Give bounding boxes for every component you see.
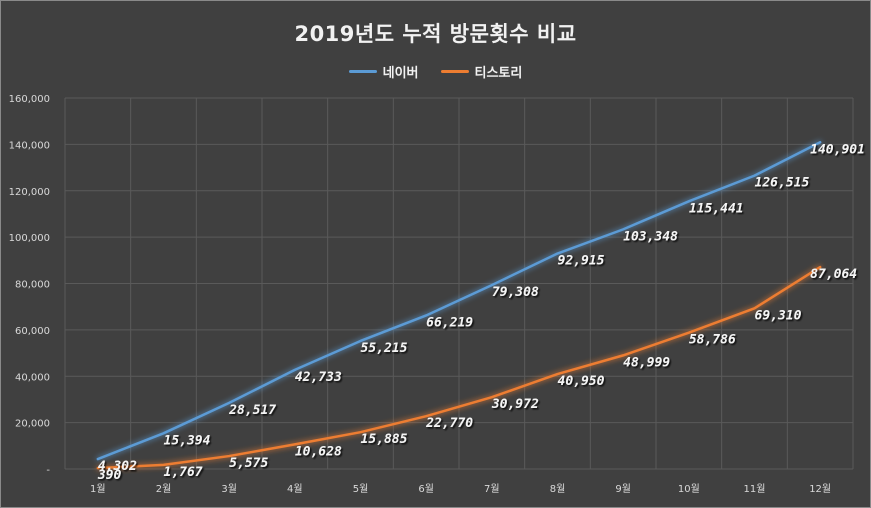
series-line-naver [96, 141, 822, 461]
x-tick-label: 2월 [156, 483, 172, 495]
x-tick-label: 12월 [809, 483, 831, 495]
y-tick-label: 20,000 [15, 419, 50, 430]
legend-swatch-tistory [440, 70, 469, 73]
data-label: 126,515 [755, 176, 810, 191]
data-label: 390 [97, 468, 122, 483]
y-tick-label: - [46, 465, 50, 476]
x-tick-label: 8월 [550, 483, 566, 495]
data-label: 4,302 [98, 459, 137, 474]
legend-item-naver: 네이버 [348, 62, 419, 81]
series-line-tistory [96, 265, 822, 470]
data-label: 40,950 [558, 374, 605, 389]
y-tick-label: 100,000 [9, 233, 50, 244]
data-label: 140,901 [810, 142, 865, 157]
y-tick-label: 60,000 [15, 326, 50, 337]
gridlines [64, 97, 854, 470]
data-label: 28,517 [228, 403, 276, 418]
x-tick-label: 6월 [418, 483, 434, 495]
data-label: 42,733 [295, 370, 342, 385]
data-labels: 4,302 15,394 28,517 42,733 55,215 66,219 79,30… [97, 142, 865, 483]
data-label: 1,767 [164, 465, 203, 480]
y-tick-label: 40,000 [15, 372, 50, 383]
data-label: 30,972 [491, 397, 539, 412]
data-label: 15,885 [361, 432, 408, 447]
x-tick-label: 11월 [744, 483, 766, 495]
legend-item-tistory: 티스토리 [440, 62, 523, 81]
y-tick-label: 160,000 [9, 94, 50, 105]
data-label: 79,308 [492, 285, 539, 300]
x-tick-label: 4월 [287, 483, 303, 495]
x-tick-label: 9월 [615, 483, 631, 495]
x-tick-label: 3월 [221, 483, 237, 495]
x-tick-label: 7월 [484, 483, 500, 495]
data-label: 48,999 [623, 355, 670, 370]
legend: 네이버 티스토리 [0, 62, 871, 81]
data-label: 15,394 [164, 433, 211, 448]
y-tick-label: 140,000 [9, 140, 50, 151]
data-label: 5,575 [229, 456, 268, 471]
data-label: 58,786 [689, 333, 736, 348]
data-label: 115,441 [689, 201, 744, 216]
x-axis: 1월 2월 3월 4월 5월 6월 7월 8월 9월 10월 11월 12월 [90, 483, 831, 495]
y-tick-label: 120,000 [9, 187, 50, 198]
x-tick-label: 5월 [353, 483, 369, 495]
y-tick-label: 80,000 [15, 280, 50, 291]
data-label: 103,348 [623, 229, 678, 244]
legend-label-naver: 네이버 [382, 66, 419, 81]
data-label: 69,310 [755, 308, 802, 323]
y-axis: - 20,000 40,000 60,000 80,000 100,000 120,000 1… [9, 94, 51, 476]
data-label: 92,915 [558, 254, 605, 269]
x-tick-label: 10월 [678, 483, 700, 495]
data-label: 10,628 [295, 444, 342, 459]
data-label: 22,770 [425, 416, 473, 431]
chart-title: 2019년도 누적 방문횟수 비교 [294, 22, 577, 46]
legend-swatch-naver [348, 70, 377, 73]
legend-label-tistory: 티스토리 [474, 66, 523, 81]
data-label: 87,064 [810, 267, 857, 282]
series-lines [96, 141, 822, 470]
data-label: 66,219 [426, 315, 473, 330]
x-tick-label: 1월 [90, 483, 106, 495]
data-label: 55,215 [361, 341, 408, 356]
